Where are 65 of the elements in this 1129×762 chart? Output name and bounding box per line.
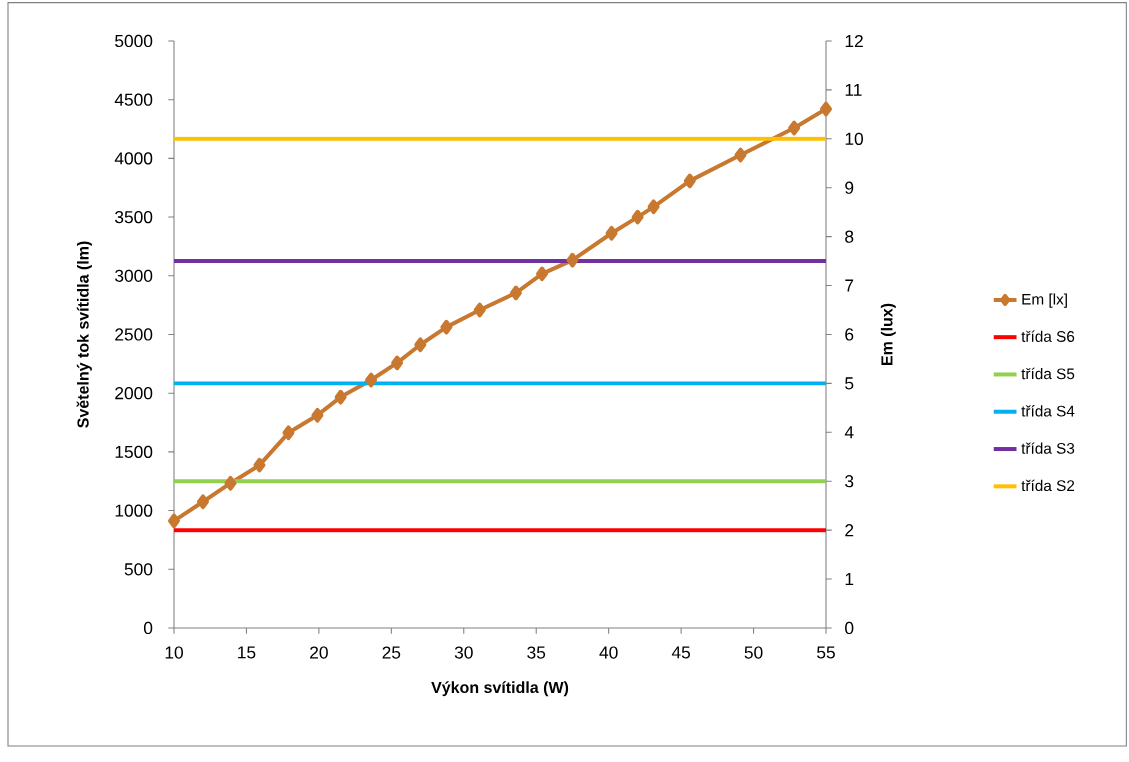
y2-tick-label: 8 bbox=[845, 230, 854, 243]
x-tick-label: 55 bbox=[817, 646, 835, 659]
y-tick-label: 1000 bbox=[115, 504, 153, 517]
x-tick-label: 35 bbox=[527, 646, 546, 659]
y-tick-label: 5000 bbox=[115, 34, 153, 48]
x-tick-label: 20 bbox=[310, 646, 328, 659]
point bbox=[414, 337, 427, 353]
legend-label: Em [lx] bbox=[1022, 293, 1067, 308]
x-tick-label: 30 bbox=[454, 646, 473, 659]
y-axis-title: Světelný tok svítidla (lm) bbox=[76, 241, 92, 428]
point bbox=[536, 266, 549, 282]
y-tick-label: 0 bbox=[143, 621, 153, 635]
y2-tick-label: 5 bbox=[845, 377, 854, 390]
x-tick-label: 40 bbox=[599, 646, 618, 659]
point bbox=[311, 407, 324, 423]
y-tick-label: 1500 bbox=[115, 445, 153, 459]
point bbox=[647, 199, 660, 215]
x-tick-label: 50 bbox=[744, 646, 763, 659]
legend-label: třída S6 bbox=[1021, 330, 1075, 342]
legend-label: třída S2 bbox=[1021, 479, 1075, 492]
y2-tick-label: 12 bbox=[845, 34, 863, 48]
y-tick-label: 3500 bbox=[115, 210, 153, 224]
point bbox=[820, 101, 832, 117]
y2-axis-title: Em (lux) bbox=[880, 303, 896, 365]
y2-tick-label: 2 bbox=[845, 524, 854, 537]
point bbox=[440, 319, 453, 335]
y-tick-label: 3000 bbox=[115, 269, 153, 282]
y2-tick-label: 10 bbox=[845, 132, 864, 145]
x-tick-label: 10 bbox=[165, 646, 183, 659]
y2-tick-label: 7 bbox=[845, 279, 854, 292]
point bbox=[253, 457, 266, 473]
y2-tick-label: 6 bbox=[845, 328, 854, 341]
point bbox=[391, 355, 404, 371]
x-tick-label: 25 bbox=[382, 646, 401, 659]
y2-tick-label: 4 bbox=[844, 426, 854, 439]
y-tick-label: 2500 bbox=[115, 328, 153, 341]
legend-label: třída S4 bbox=[1021, 405, 1075, 417]
x-tick-label: 15 bbox=[238, 646, 256, 659]
point bbox=[683, 173, 696, 189]
y-tick-label: 4000 bbox=[114, 152, 153, 165]
y2-tick-label: 1 bbox=[845, 573, 854, 586]
point bbox=[365, 372, 378, 388]
point bbox=[734, 147, 747, 163]
x-axis-title: Výkon svítidla (W) bbox=[431, 681, 569, 697]
y2-tick-label: 9 bbox=[845, 181, 854, 194]
point bbox=[788, 120, 801, 136]
legend-label: třída S3 bbox=[1021, 442, 1075, 454]
point bbox=[282, 425, 295, 441]
x-tick-label: 45 bbox=[671, 646, 691, 659]
y2-tick-label: 3 bbox=[845, 475, 854, 488]
point bbox=[473, 302, 486, 318]
point bbox=[168, 513, 181, 529]
point bbox=[334, 389, 347, 405]
point bbox=[224, 475, 237, 491]
point bbox=[196, 494, 209, 510]
y2-tick-label: 0 bbox=[845, 621, 854, 635]
point bbox=[605, 225, 618, 241]
y-tick-label: 2000 bbox=[115, 387, 153, 400]
y-tick-label: 500 bbox=[124, 563, 153, 576]
y-tick-label: 4500 bbox=[114, 93, 153, 106]
point bbox=[509, 285, 522, 301]
point bbox=[566, 252, 579, 268]
y2-tick-label: 11 bbox=[845, 83, 862, 96]
legend-label: třída S5 bbox=[1021, 367, 1075, 380]
point bbox=[631, 209, 644, 225]
